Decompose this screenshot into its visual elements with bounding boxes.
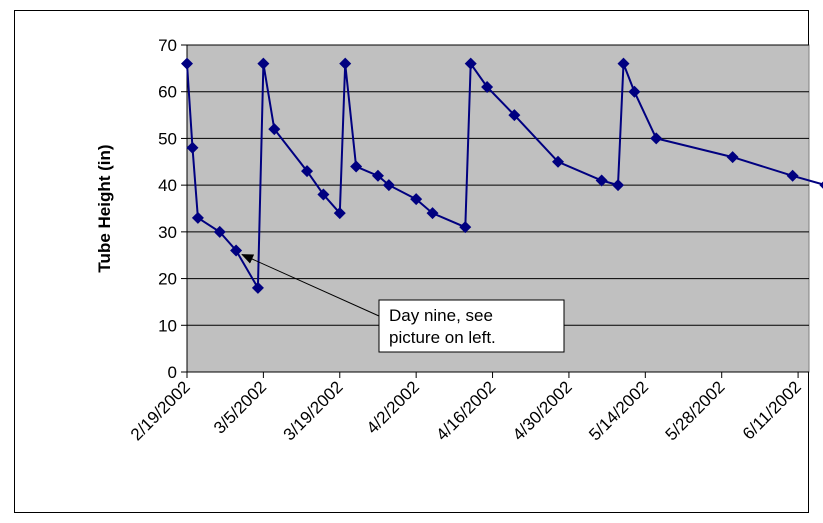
data-point-marker: [257, 57, 270, 70]
data-point-marker: [191, 211, 204, 224]
x-tick-label: 4/16/2002: [432, 377, 499, 444]
y-tick-label: 0: [168, 363, 177, 382]
x-tick-label: 2/19/2002: [127, 377, 194, 444]
data-point-marker: [317, 188, 330, 201]
data-point-marker: [552, 155, 565, 168]
data-point-marker: [371, 169, 384, 182]
data-point-marker: [508, 109, 521, 122]
y-tick-label: 10: [158, 316, 177, 335]
x-tick-labels: 2/19/2002 3/5/2002 3/19/2002 4/2/2002 4/16/2…: [127, 377, 805, 444]
x-tick-label: 5/14/2002: [585, 377, 652, 444]
x-tick-label: 5/28/2002: [662, 377, 729, 444]
x-tick-label: 3/19/2002: [280, 377, 347, 444]
annotation-arrow: [241, 254, 380, 317]
y-axis-title: Tube Height (in): [95, 144, 114, 272]
data-point-marker: [595, 174, 608, 187]
data-point-marker: [481, 81, 494, 94]
y-tick-label: 40: [158, 176, 177, 195]
data-point-marker: [426, 207, 439, 220]
data-point-marker: [333, 207, 346, 220]
data-point-marker: [301, 165, 314, 178]
y-tick-label: 30: [158, 223, 177, 242]
y-tick-label: 60: [158, 83, 177, 102]
data-point-marker: [410, 193, 423, 206]
data-point-marker: [628, 85, 641, 98]
y-tick-label: 70: [158, 36, 177, 55]
data-point-marker: [459, 221, 472, 234]
series-line: [186, 60, 823, 292]
data-point-marker: [186, 141, 199, 154]
data-point-marker: [268, 123, 281, 136]
gridlines: [187, 44, 809, 326]
x-tick-label: 4/2/2002: [363, 377, 423, 437]
y-tick-label: 20: [158, 270, 177, 289]
data-point-marker: [350, 160, 363, 173]
data-point-marker: [181, 57, 193, 70]
y-tick-labels: 0 10 20 30 40 50 60 70: [158, 36, 177, 382]
annotation-text-line: Day nine, see: [389, 306, 493, 325]
data-point-marker: [464, 57, 477, 70]
data-point-marker: [251, 281, 264, 294]
y-tick-label: 50: [158, 129, 177, 148]
x-tick-label: 3/5/2002: [210, 377, 270, 437]
data-point-marker: [382, 179, 395, 192]
x-tick-label: 4/30/2002: [509, 377, 576, 444]
data-point-marker: [819, 181, 823, 189]
data-point-marker: [650, 132, 663, 145]
data-point-marker: [213, 225, 226, 238]
data-point-marker: [726, 151, 739, 164]
data-point-marker: [612, 179, 625, 192]
data-point-marker: [617, 57, 630, 70]
data-point-marker: [786, 169, 799, 182]
series-tube-height: [181, 57, 823, 294]
annotation-text-line: picture on left.: [389, 328, 496, 347]
data-point-marker: [230, 244, 243, 257]
annotation-box: [378, 299, 565, 353]
axes: [181, 44, 809, 378]
annotation: Day nine, see picture on left.: [241, 254, 565, 353]
x-tick-label: 6/11/2002: [739, 377, 805, 443]
data-point-marker: [339, 57, 352, 70]
